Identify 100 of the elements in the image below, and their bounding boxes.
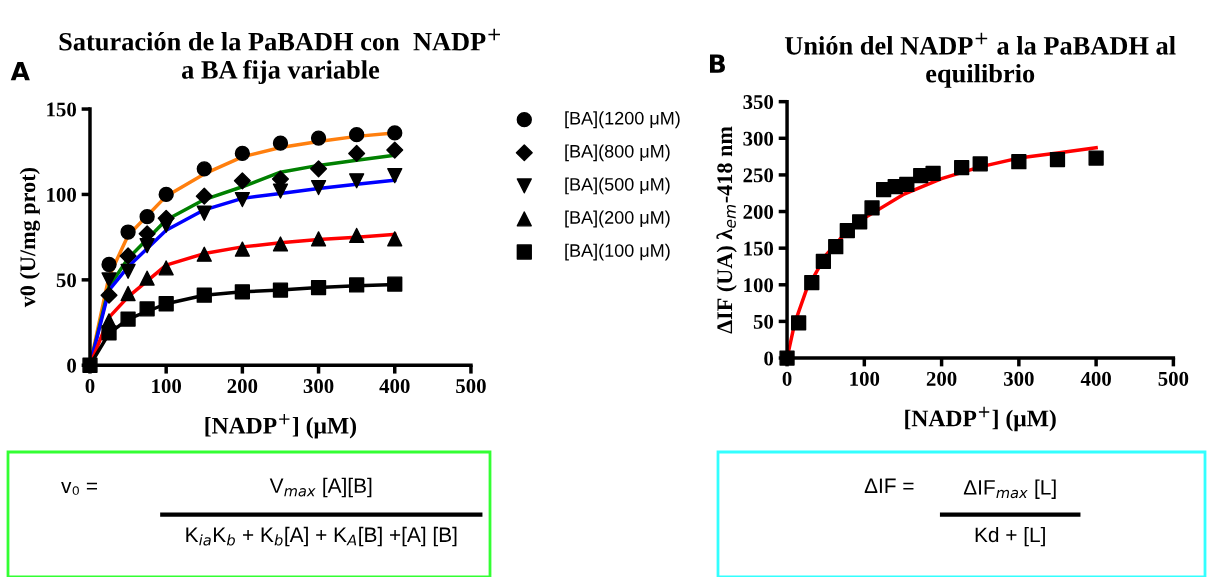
y-axis-title: v0 (U/mg prot): [19, 167, 40, 308]
point: [139, 209, 155, 225]
point: [310, 160, 328, 178]
point: [852, 214, 868, 230]
x-tick-label: 300: [1004, 371, 1034, 386]
point: [815, 253, 832, 269]
text: V$_{max}$ [A][B]: [269, 477, 372, 498]
point: [349, 227, 365, 244]
point: [120, 285, 136, 302]
point: [1088, 150, 1104, 166]
point: [839, 222, 855, 239]
y-tick-label: 0: [67, 358, 76, 373]
point: [101, 256, 117, 273]
point: [828, 239, 844, 255]
chart-title: Unión del NADP$^{+}$ a la PaBADH al equilibrio: [784, 32, 1176, 88]
y-tick-label: 150: [47, 102, 76, 117]
text: ΔIF =: [864, 478, 914, 493]
text: ΔIF$_{max}$ [L]: [963, 479, 1056, 499]
point: [233, 172, 251, 190]
point: [387, 231, 403, 247]
x-tick-label: 200: [926, 371, 957, 386]
point: [196, 161, 212, 177]
x-tick-label: 200: [227, 379, 258, 394]
text: Kd + [L]: [975, 526, 1045, 547]
x-tick-label: 0: [85, 379, 95, 394]
legend-label: [BA](500 μM): [565, 177, 670, 195]
point: [387, 125, 403, 141]
y-axis-title: ΔIF (UA) λ$_{em}$-418 nm: [716, 126, 737, 334]
point: [972, 156, 988, 172]
x-axis-title: [NADP$^{+}$] (μM): [205, 414, 357, 439]
point: [120, 311, 136, 327]
y-tick-label: 350: [743, 95, 774, 110]
point: [196, 287, 212, 303]
point: [101, 325, 117, 341]
point: [196, 205, 212, 221]
x-tick-label: 100: [152, 379, 182, 394]
point: [234, 284, 251, 300]
point: [348, 144, 366, 163]
point: [954, 159, 970, 176]
legend-label: [BA](1200 μM): [565, 111, 680, 129]
point: [234, 145, 251, 162]
y-tick-label: 0: [764, 351, 774, 366]
x-tick-label: 500: [456, 379, 486, 394]
point: [158, 296, 174, 312]
point: [139, 270, 155, 286]
x-tick-label: 500: [1158, 371, 1189, 386]
point: [272, 236, 289, 252]
point: [139, 238, 155, 254]
point: [272, 282, 289, 298]
legend-label: [BA](100 μM): [565, 243, 670, 261]
point: [1011, 154, 1027, 170]
y-tick-label: 200: [743, 204, 774, 219]
point: [349, 127, 365, 143]
legend-label: [BA](200 μM): [565, 210, 670, 228]
text: v₀ =: [61, 481, 98, 495]
y-tick-label: 150: [744, 241, 774, 256]
point: [120, 263, 136, 279]
text: A: [10, 61, 30, 81]
point: [234, 241, 251, 257]
point: [899, 176, 915, 193]
point: [195, 187, 213, 205]
point: [100, 286, 118, 304]
x-tick-label: 400: [379, 379, 410, 394]
point: [158, 260, 174, 276]
point: [310, 130, 327, 146]
point: [804, 274, 820, 291]
point: [139, 301, 155, 317]
point: [119, 247, 137, 265]
point: [234, 191, 251, 208]
point: [101, 272, 117, 288]
point: [196, 246, 212, 262]
x-tick-label: 100: [850, 371, 880, 386]
text: B: [709, 54, 725, 73]
point: [864, 200, 880, 216]
point: [387, 168, 403, 184]
x-tick-label: 400: [1080, 371, 1111, 386]
point: [386, 141, 404, 159]
text: K$_{ia}$K$_{b}$ + K$_{b}$[A] + K$_{A}$[B] +[A] [B]: [186, 526, 457, 547]
x-tick-label: 0: [782, 371, 792, 386]
point: [158, 186, 174, 203]
legend-label: [BA](800 μM): [565, 144, 670, 162]
x-tick-label: 300: [303, 379, 334, 394]
y-tick-label: 100: [47, 187, 76, 202]
point: [925, 165, 941, 182]
chart-title: Saturación de la PaBADH con NADP$^{+}$ a BA fija variable: [59, 28, 500, 85]
y-tick-label: 100: [744, 278, 774, 293]
point: [310, 279, 327, 296]
point: [791, 315, 807, 331]
y-tick-label: 300: [743, 131, 774, 146]
point: [1049, 151, 1066, 168]
x-axis-title: [NADP$^{+}$] (μM): [905, 406, 1056, 432]
point: [272, 135, 289, 151]
point: [158, 217, 174, 233]
y-tick-label: 250: [743, 168, 774, 183]
y-tick-label: 50: [56, 273, 76, 288]
point: [120, 224, 136, 240]
y-tick-label: 50: [753, 314, 774, 329]
point: [272, 183, 289, 199]
point: [310, 179, 327, 196]
point: [349, 277, 365, 293]
